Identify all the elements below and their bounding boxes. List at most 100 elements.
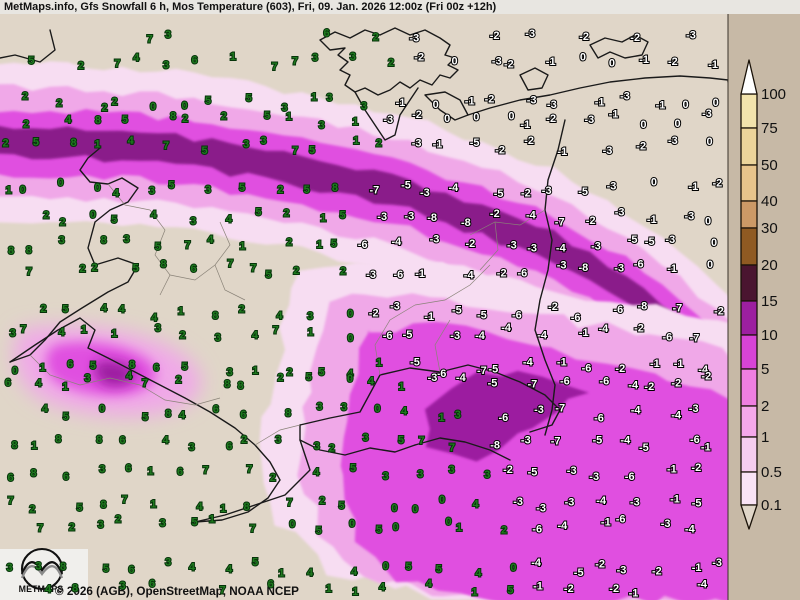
svg-text:5: 5 [111,214,117,226]
svg-text:-2: -2 [485,93,495,105]
svg-text:-2: -2 [524,135,534,147]
svg-text:8: 8 [224,379,230,391]
svg-text:-3: -3 [542,185,552,197]
svg-text:0: 0 [150,101,156,113]
svg-text:3: 3 [449,464,455,476]
svg-text:7: 7 [419,435,425,447]
svg-text:0: 0 [705,216,711,228]
svg-text:-7: -7 [555,217,565,229]
svg-text:5: 5 [398,434,404,446]
svg-text:8: 8 [71,137,77,149]
svg-text:0: 0 [713,97,719,109]
svg-text:3: 3 [149,185,155,197]
svg-text:-4: -4 [537,329,548,341]
svg-text:2: 2 [270,472,276,484]
svg-text:2: 2 [80,263,86,275]
svg-text:7: 7 [185,240,191,252]
svg-text:-5: -5 [692,498,702,510]
svg-text:3: 3 [484,469,490,481]
svg-text:5: 5 [376,524,382,536]
svg-text:-1: -1 [396,97,406,109]
svg-text:-3: -3 [668,135,678,147]
svg-text:4: 4 [207,234,214,246]
svg-text:7: 7 [142,377,148,389]
svg-text:-1: -1 [557,146,567,158]
svg-text:5: 5 [202,145,208,157]
svg-text:6: 6 [8,472,14,484]
svg-text:-3: -3 [409,33,419,45]
svg-text:8: 8 [332,182,338,194]
svg-text:-2: -2 [586,215,596,227]
svg-text:-4: -4 [526,210,537,222]
svg-text:1: 1 [456,522,462,534]
svg-text:4: 4 [35,377,42,389]
svg-text:-1: -1 [415,268,425,280]
svg-text:-3: -3 [366,269,376,281]
svg-text:-2: -2 [595,559,605,571]
svg-text:-5: -5 [488,377,498,389]
svg-text:0: 0 [181,100,187,112]
svg-text:0: 0 [347,308,353,320]
svg-text:4: 4 [179,410,186,422]
svg-text:1: 1 [353,135,359,147]
svg-text:-3: -3 [547,99,557,111]
svg-text:-3: -3 [567,465,577,477]
svg-text:3: 3 [326,92,332,104]
svg-text:3: 3 [160,518,166,530]
svg-text:7: 7 [250,263,256,275]
svg-text:2: 2 [179,330,185,342]
svg-text:0: 0 [707,136,713,148]
svg-text:-5: -5 [645,236,655,248]
svg-text:0: 0 [90,209,96,221]
svg-text:-1: -1 [674,358,684,370]
svg-text:0: 0 [393,522,399,534]
svg-text:8: 8 [170,110,176,122]
svg-text:1: 1 [398,381,404,393]
svg-text:4: 4 [401,406,408,418]
svg-text:-4: -4 [392,236,403,248]
svg-text:4: 4 [368,375,375,387]
svg-text:2: 2 [319,495,325,507]
svg-text:-2: -2 [546,113,556,125]
svg-text:-5: -5 [494,188,504,200]
svg-text:4: 4 [128,135,135,147]
svg-text:5: 5 [62,304,68,316]
svg-text:-2: -2 [412,109,422,121]
svg-text:-1: -1 [424,311,434,323]
svg-text:2: 2 [182,113,188,125]
svg-text:8: 8 [100,499,106,511]
svg-text:2: 2 [286,237,292,249]
svg-text:-3: -3 [630,496,640,508]
svg-text:-2: -2 [466,238,476,250]
svg-text:7: 7 [203,465,209,477]
svg-text:2: 2 [29,503,35,515]
svg-text:8: 8 [8,245,14,257]
svg-text:-8: -8 [579,262,589,274]
svg-text:-2: -2 [671,378,681,390]
svg-text:0: 0 [289,519,295,531]
svg-text:2: 2 [60,216,66,228]
svg-text:-6: -6 [690,434,700,446]
svg-text:4: 4 [119,304,126,316]
svg-text:4: 4 [226,564,233,576]
svg-text:2: 2 [340,265,346,277]
svg-text:-3: -3 [525,28,535,40]
svg-text:-4: -4 [523,357,534,369]
svg-text:-2: -2 [609,583,619,595]
svg-text:8: 8 [60,561,66,573]
svg-text:-2: -2 [414,52,424,64]
svg-text:6: 6 [5,377,11,389]
svg-text:6: 6 [125,462,131,474]
svg-text:-3: -3 [617,565,627,577]
svg-text:6: 6 [149,578,155,590]
svg-text:-2: -2 [497,268,507,280]
svg-text:3: 3 [341,402,347,414]
svg-text:7: 7 [250,523,256,535]
svg-text:3: 3 [243,139,249,151]
svg-text:-2: -2 [636,141,646,153]
svg-text:5: 5 [63,411,69,423]
svg-text:-1: -1 [692,562,702,574]
svg-text:3: 3 [319,119,325,131]
svg-text:-3: -3 [404,211,414,223]
svg-text:3: 3 [455,409,461,421]
